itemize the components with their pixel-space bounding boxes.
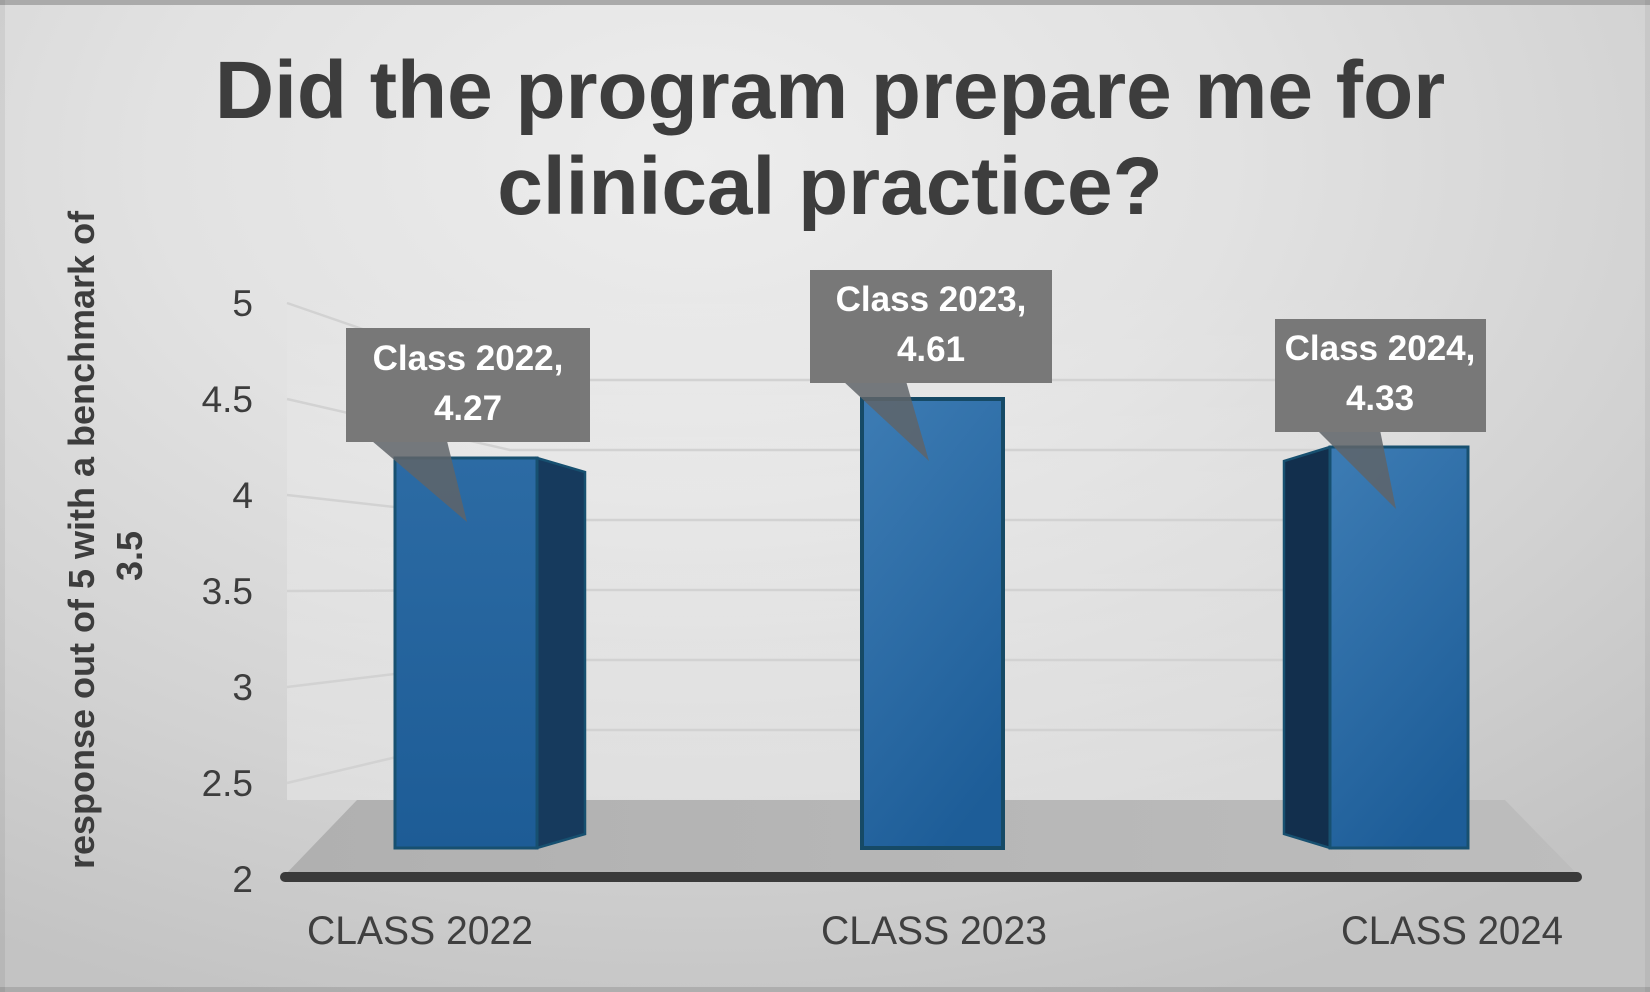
x-label-class-2024: CLASS 2024 — [1341, 909, 1563, 953]
y-tick-4-5: 4.5 — [202, 379, 253, 420]
y-tick-3: 3 — [232, 667, 253, 708]
y-axis-ticks: 5 4.5 4 3.5 3 2.5 2 — [202, 283, 253, 900]
bar-class-2024 — [1282, 445, 1470, 850]
bar-2024-side-face — [1282, 445, 1332, 850]
x-axis-labels: CLASS 2022 CLASS 2023 CLASS 2024 — [307, 909, 1563, 953]
callout-2023-line1: Class 2023, — [836, 280, 1027, 319]
callout-2024-value: 4.33 — [1346, 379, 1414, 418]
bar-class-2022 — [393, 456, 587, 850]
callout-2023-pointer — [843, 381, 929, 461]
bottom-border-strip — [0, 987, 1650, 992]
y-tick-2: 2 — [232, 859, 253, 900]
callout-2022-box — [346, 328, 590, 442]
callout-2022-pointer — [372, 441, 467, 522]
y-tick-5: 5 — [232, 283, 253, 324]
chart-title-line2: clinical practice? — [497, 141, 1162, 232]
right-border-strip — [1645, 0, 1650, 992]
chart-title: Did the program prepare me for clinical … — [215, 45, 1445, 232]
x-label-class-2023: CLASS 2023 — [821, 909, 1047, 953]
callout-2024-line1: Class 2024, — [1285, 329, 1476, 368]
x-label-class-2022: CLASS 2022 — [307, 909, 533, 953]
bar-2022-front-face — [393, 456, 539, 850]
callout-2024-pointer — [1317, 430, 1396, 509]
callout-2023-value: 4.61 — [897, 330, 965, 369]
bar-2023-front-face — [860, 397, 1005, 850]
bar-class-2023 — [860, 397, 1005, 850]
top-border-strip — [0, 0, 1650, 5]
callout-2022-value: 4.27 — [434, 389, 502, 428]
callout-2022-line1: Class 2022, — [373, 339, 564, 378]
y-axis-title-line1: response out of 5 with a benchmark of — [61, 210, 102, 869]
y-axis-title: response out of 5 with a benchmark of 3.… — [61, 210, 150, 869]
chart-title-line1: Did the program prepare me for — [215, 45, 1445, 136]
callout-class-2023: Class 2023, 4.61 — [810, 270, 1052, 461]
y-tick-2-5: 2.5 — [202, 763, 253, 804]
callout-class-2022: Class 2022, 4.27 — [346, 328, 590, 522]
callout-class-2024: Class 2024, 4.33 — [1275, 319, 1486, 509]
callout-2024-box — [1275, 319, 1486, 432]
left-border-strip — [0, 0, 5, 992]
bar-2022-side-face — [535, 456, 587, 850]
y-tick-3-5: 3.5 — [202, 571, 253, 612]
bar-series — [393, 397, 1470, 850]
y-tick-4: 4 — [232, 475, 253, 516]
bar-2024-front-face — [1328, 445, 1470, 850]
callout-2023-box — [810, 270, 1052, 383]
data-label-callouts: Class 2022, 4.27 Class 2023, 4.61 Class … — [346, 270, 1486, 522]
y-axis-title-line2: 3.5 — [109, 531, 150, 581]
